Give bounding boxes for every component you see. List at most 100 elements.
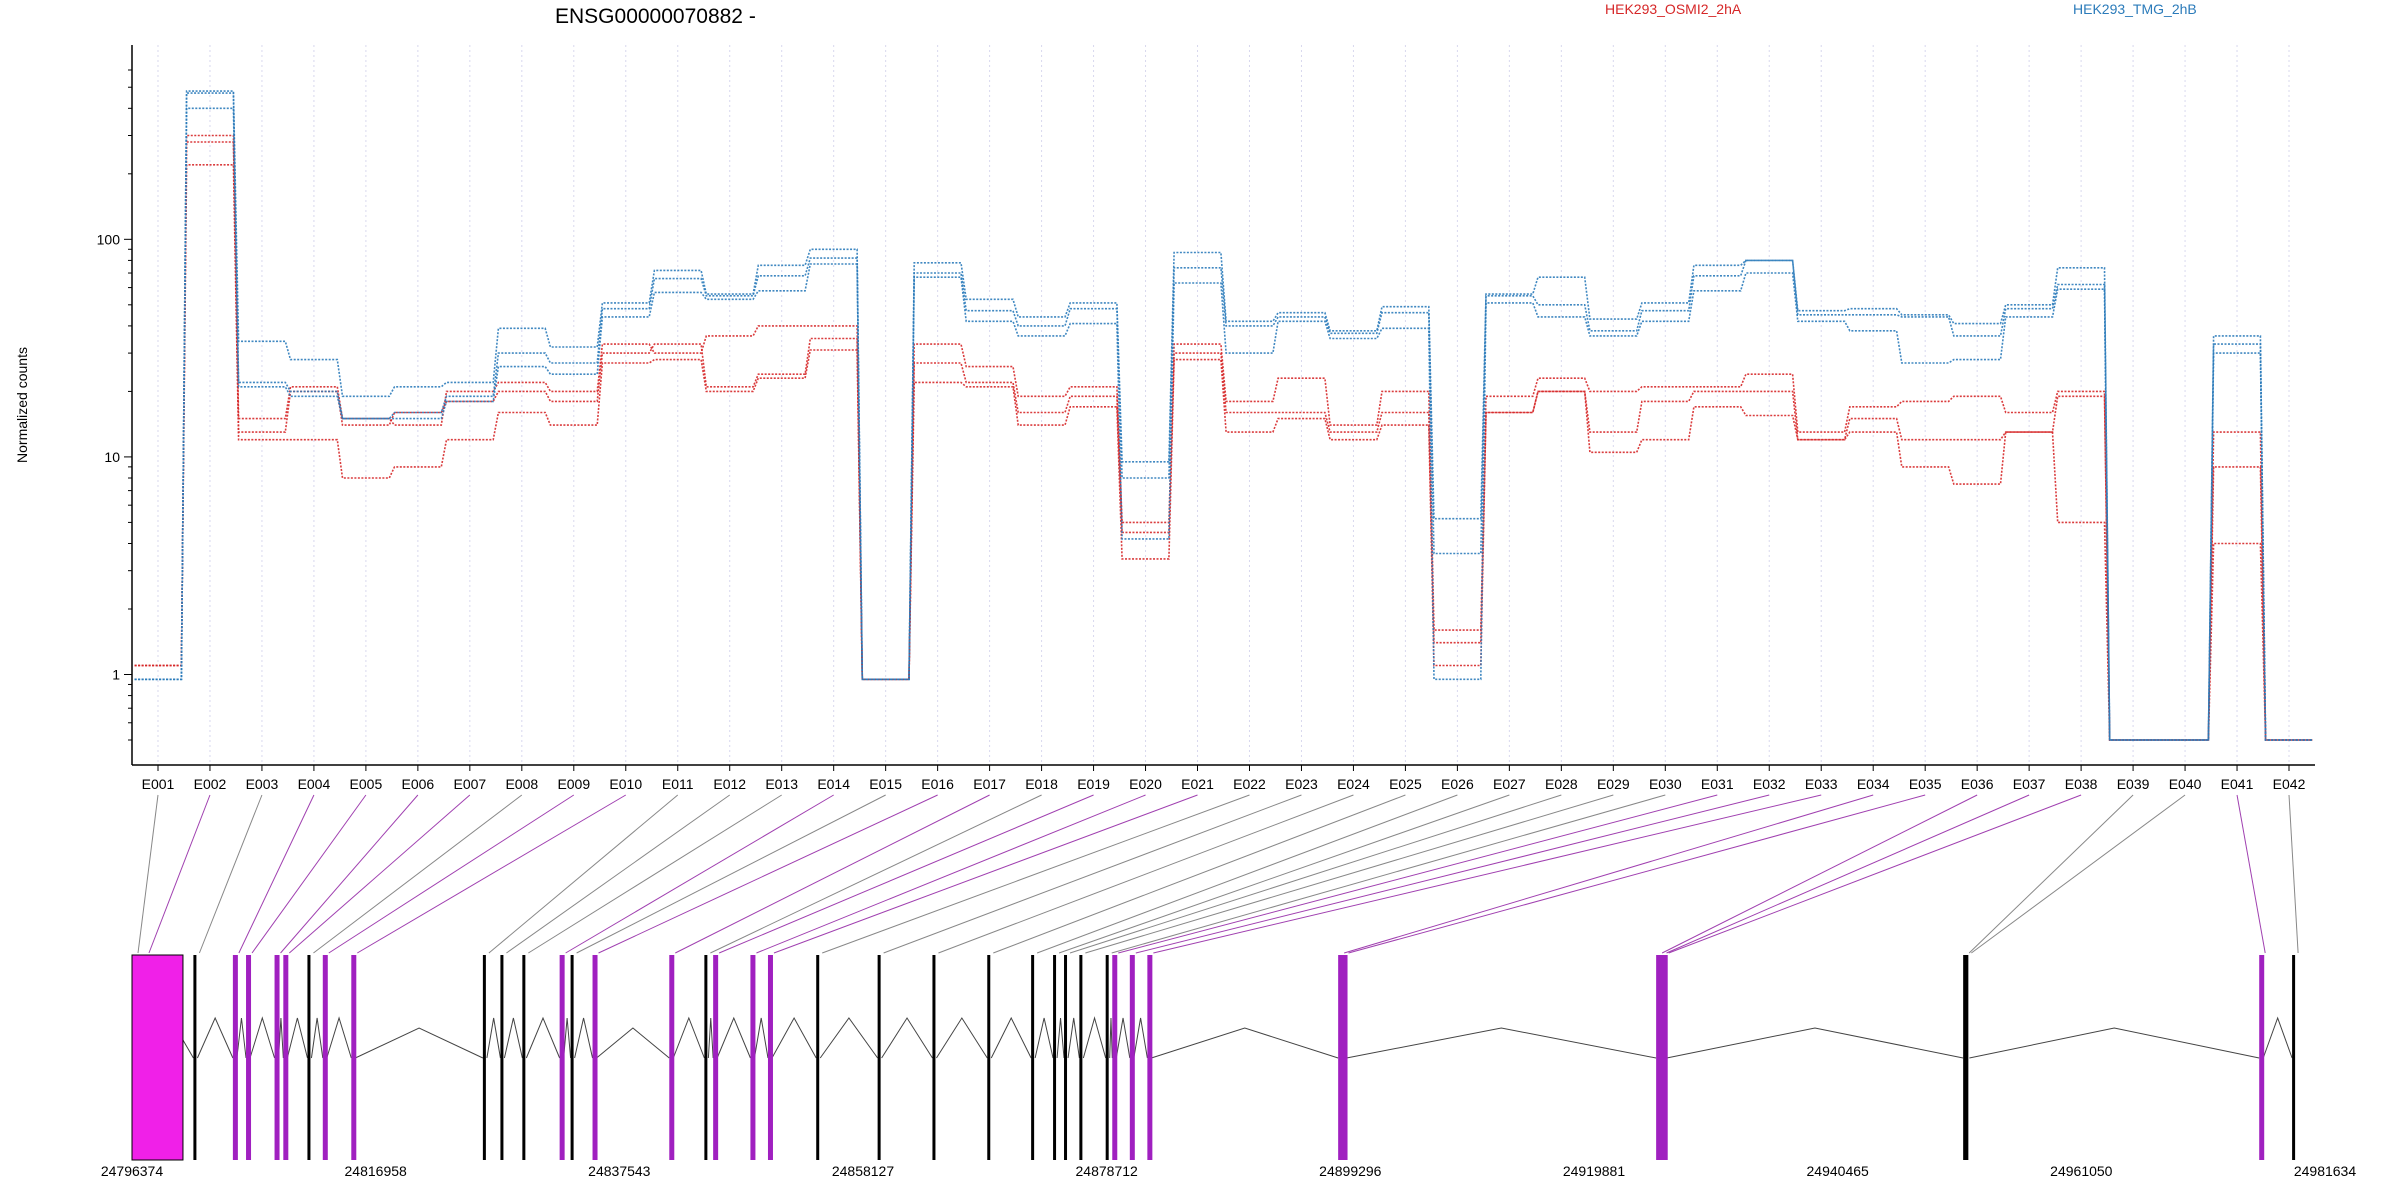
x-tick-label-E012: E012	[713, 776, 746, 792]
exon-link-E007	[288, 794, 471, 954]
coord-label-9: 24981634	[2294, 1163, 2357, 1179]
x-tick-label-E013: E013	[765, 776, 798, 792]
exon-link-E002	[148, 794, 211, 954]
exon-link-E027	[1058, 794, 1510, 954]
exon-bar-E032	[1129, 955, 1135, 1160]
x-tick-label-E023: E023	[1285, 776, 1318, 792]
exon-link-E020	[756, 794, 1146, 954]
intron-E009	[326, 1016, 352, 1059]
exon-bar-E025	[987, 955, 991, 1160]
exon-bar-E011	[482, 955, 486, 1160]
exon-bar-E033	[1147, 955, 1153, 1160]
exon-bar-E042	[2292, 955, 2296, 1160]
x-tick-label-E016: E016	[921, 776, 954, 792]
intron-E017	[672, 1016, 705, 1059]
x-tick-label-E018: E018	[1025, 776, 1058, 792]
exon-link-E010	[357, 794, 627, 954]
intron-E015	[574, 1017, 594, 1059]
intron-E021	[771, 1016, 817, 1059]
exon-bar-E035	[1342, 955, 1348, 1160]
y-tick-label-10: 10	[104, 449, 120, 465]
exon-bar-E009	[322, 955, 328, 1160]
x-tick-label-E024: E024	[1337, 776, 1370, 792]
intron-E028	[1067, 1017, 1080, 1059]
exon-link-E011	[488, 794, 679, 954]
exon-bar-E041	[2259, 955, 2265, 1160]
exon-link-E005	[251, 794, 367, 954]
exon-link-E037	[1666, 794, 2030, 954]
exon-link-E023	[883, 794, 1302, 954]
exon-link-E036	[1661, 794, 1978, 954]
exon-bar-E012	[500, 955, 504, 1160]
exon-link-E028	[1069, 794, 1562, 954]
exon-bar-E027	[1053, 955, 1057, 1160]
x-tick-label-E011: E011	[662, 776, 694, 792]
exon-link-E018	[710, 794, 1042, 954]
exon-bar-E015	[570, 955, 574, 1160]
y-tick-label-1: 1	[112, 666, 120, 682]
x-tick-label-E004: E004	[298, 776, 331, 792]
exon-bar-E016	[592, 955, 598, 1160]
exon-link-E022	[822, 794, 1250, 954]
exon-bar-E024	[932, 955, 936, 1160]
exon-bar-E040	[1965, 955, 1969, 1160]
x-tick-label-E041: E041	[2221, 776, 2254, 792]
intron-E007	[286, 1017, 308, 1059]
exon-bar-E039	[1963, 955, 1967, 1160]
x-tick-label-E032: E032	[1753, 776, 1786, 792]
x-tick-label-E038: E038	[2065, 776, 2098, 792]
x-tick-label-E033: E033	[1805, 776, 1838, 792]
intron-E016	[596, 1027, 670, 1059]
exon-bar-E022	[816, 955, 820, 1160]
exon-link-E035	[1348, 794, 1926, 954]
series-line-group-A-1	[134, 141, 2313, 741]
exon-link-E026	[1036, 794, 1458, 954]
x-tick-label-E003: E003	[246, 776, 279, 792]
exon-link-E038	[1668, 794, 2082, 954]
exon-link-E029	[1085, 794, 1614, 954]
exon-link-E015	[576, 794, 886, 954]
intron-E014	[563, 1017, 572, 1059]
x-tick-label-E030: E030	[1649, 776, 1682, 792]
exon-bar-E010	[351, 955, 357, 1160]
intron-E012	[503, 1017, 523, 1059]
exon-link-E008	[313, 794, 523, 954]
x-tick-label-E022: E022	[1233, 776, 1266, 792]
intron-E011	[486, 1017, 501, 1059]
exon-link-E004	[238, 794, 315, 954]
exon-link-E033	[1153, 794, 1822, 954]
axes: 1 10 100	[97, 45, 2315, 771]
legend-entry-osmi2: HEK293_OSMI2_2hA	[1605, 1, 1742, 17]
x-tick-label-E002: E002	[194, 776, 227, 792]
exon-link-E017	[675, 794, 990, 954]
exon-link-E019	[718, 794, 1094, 954]
intron-E029	[1082, 1016, 1107, 1059]
x-tick-label-E008: E008	[505, 776, 538, 792]
series-line-group-B-5	[134, 107, 2313, 741]
coord-label-2: 24837543	[588, 1163, 651, 1179]
exon-link-E014	[565, 794, 834, 954]
coord-label-0: 24796374	[101, 1163, 164, 1179]
exon-bar-E023	[877, 955, 881, 1160]
series-line-group-B-4	[134, 92, 2313, 741]
y-axis-label: Normalized counts	[14, 347, 30, 463]
exon-bar-E034	[1338, 955, 1344, 1160]
intron-E025	[990, 1016, 1032, 1059]
exon-bar-E029	[1079, 955, 1083, 1160]
coord-label-3: 24858127	[832, 1163, 895, 1179]
coord-label-5: 24899296	[1319, 1163, 1382, 1179]
exon-bar-E019	[713, 955, 719, 1160]
x-tick-label-E034: E034	[1857, 776, 1890, 792]
intron-E023	[881, 1017, 933, 1059]
coord-label-7: 24940465	[1807, 1163, 1870, 1179]
series-line-group-A-2	[134, 164, 2313, 741]
x-tick-label-E019: E019	[1077, 776, 1110, 792]
exon-link-E003	[198, 794, 263, 954]
exon-bar-E017	[669, 955, 675, 1160]
y-tick-label-100: 100	[97, 231, 121, 247]
exon-block-E001-E002	[131, 954, 184, 1161]
exon-link-E009	[328, 794, 575, 954]
intron-E027	[1056, 1017, 1065, 1059]
intron-E005	[249, 1016, 276, 1059]
